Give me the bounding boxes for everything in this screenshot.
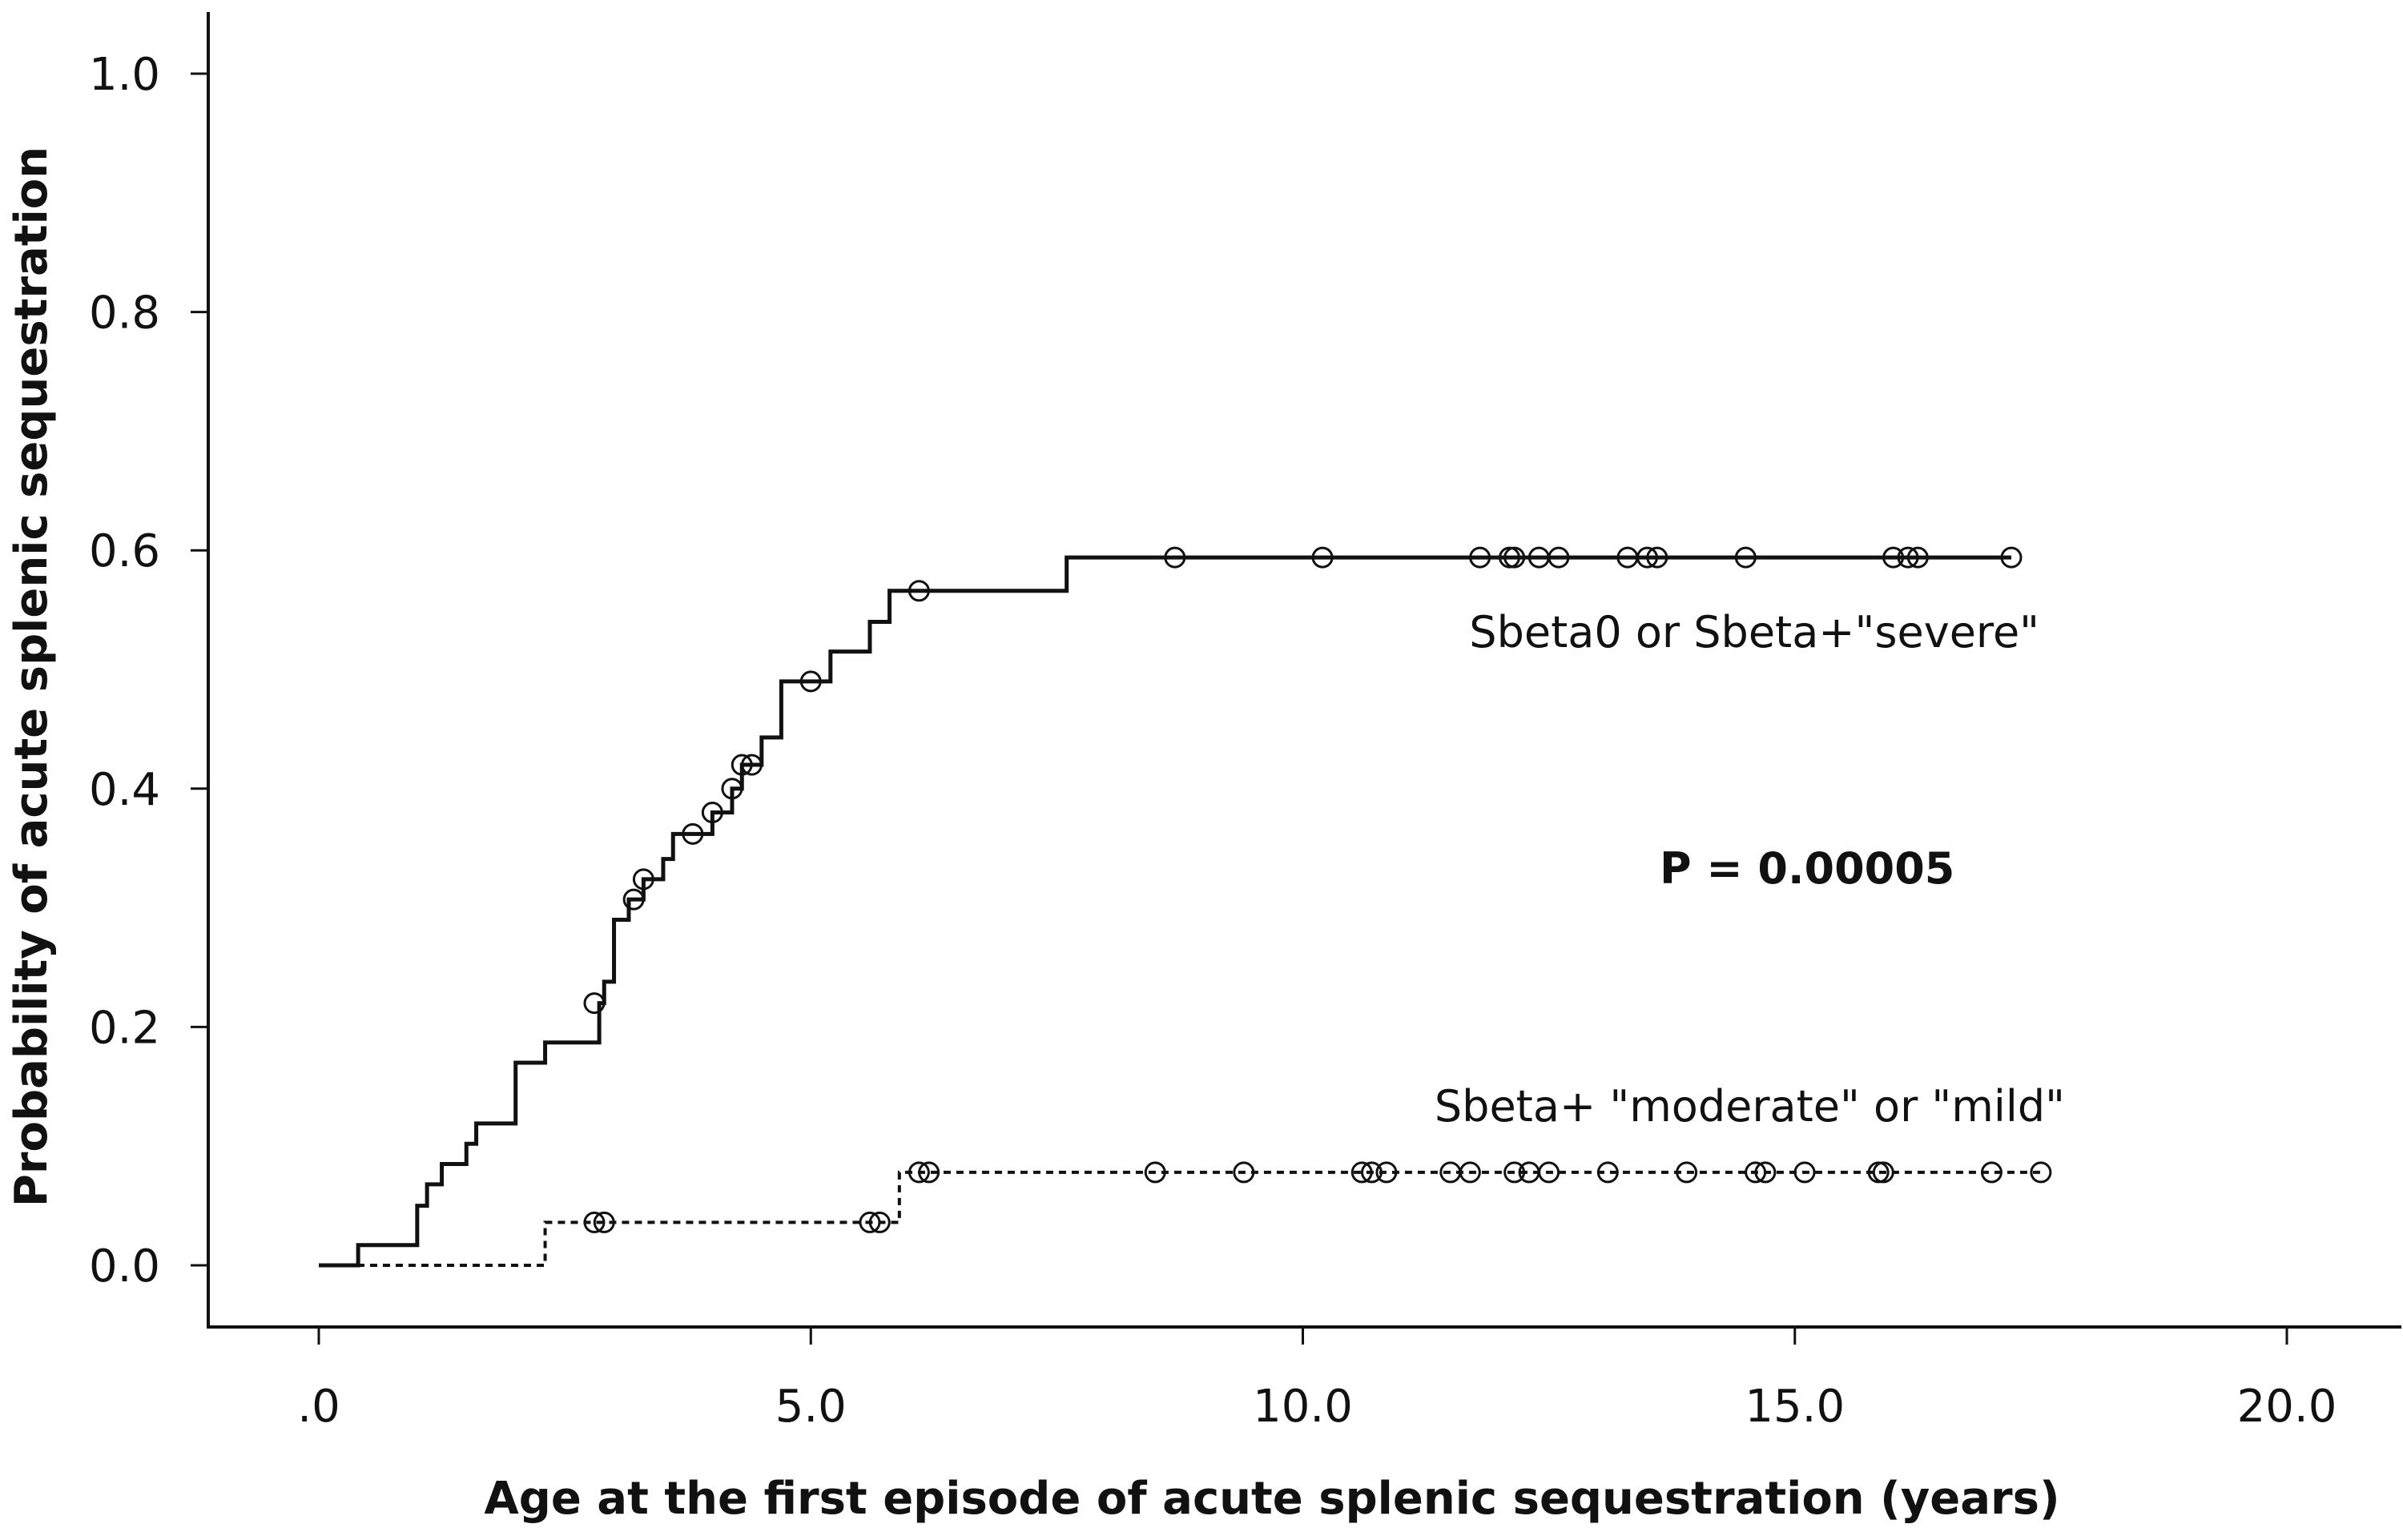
x-tick-label: .0 bbox=[297, 1381, 340, 1433]
censor-mark bbox=[632, 868, 654, 891]
censor-mark bbox=[721, 778, 743, 800]
censor-mark bbox=[1734, 546, 1757, 569]
censor-mark bbox=[622, 888, 645, 911]
censor-mark bbox=[1636, 546, 1658, 569]
censor-mark bbox=[701, 802, 723, 824]
censor-mark bbox=[1144, 1161, 1166, 1184]
y-tick-label: 0.2 bbox=[89, 1002, 160, 1054]
ticks: .0 5.0 10.0 15.0 20.0 0.0 0.2 0.4 0.6 0.8 1.0 bbox=[89, 49, 2337, 1433]
axes bbox=[207, 12, 2401, 1329]
censor-mark bbox=[2030, 1161, 2052, 1184]
censor-mark bbox=[1503, 546, 1526, 569]
censor-mark bbox=[1360, 1161, 1383, 1184]
series-line-mild bbox=[319, 1170, 2041, 1267]
censor-mark bbox=[1503, 1161, 1526, 1184]
censor-mark bbox=[741, 754, 763, 776]
censor-mark bbox=[868, 1211, 891, 1233]
x-tick-label: 15.0 bbox=[1745, 1381, 1845, 1433]
censor-mark bbox=[1897, 546, 1919, 569]
censor-mark bbox=[583, 1211, 606, 1233]
censor-mark bbox=[593, 1211, 615, 1233]
x-tick-label: 5.0 bbox=[775, 1381, 847, 1433]
series-line-severe bbox=[319, 555, 2012, 1268]
censor-mark bbox=[682, 822, 704, 845]
censor-mark bbox=[1350, 1161, 1373, 1184]
censor-mark bbox=[1646, 546, 1668, 569]
y-axis-title: Probability of acute splenic sequestrati… bbox=[6, 147, 58, 1207]
censor-mark bbox=[799, 670, 822, 693]
censor-mark bbox=[1459, 1161, 1481, 1184]
censor-mark bbox=[1676, 1161, 1698, 1184]
x-axis-title: Age at the first episode of acute spleni… bbox=[484, 1473, 2059, 1525]
censor-mark bbox=[1548, 546, 1570, 569]
censor-mark bbox=[2000, 546, 2023, 569]
y-tick-label: 0.0 bbox=[89, 1240, 160, 1293]
x-tick-label: 10.0 bbox=[1253, 1381, 1353, 1433]
x-tick-label: 20.0 bbox=[2237, 1381, 2337, 1433]
censor-mark bbox=[1906, 546, 1929, 569]
censor-mark bbox=[1538, 1161, 1560, 1184]
series-layer bbox=[319, 546, 2052, 1268]
censor-mark bbox=[908, 1161, 930, 1184]
censor-mark bbox=[1311, 546, 1334, 569]
censor-mark bbox=[583, 992, 606, 1015]
series-label-mild: Sbeta+ "moderate" or "mild" bbox=[1435, 1081, 2065, 1132]
censor-mark bbox=[918, 1161, 940, 1184]
p-value-annotation: P = 0.00005 bbox=[1660, 843, 1954, 894]
censor-mark bbox=[1596, 1161, 1619, 1184]
censor-mark bbox=[1754, 1161, 1777, 1184]
censor-mark bbox=[1375, 1161, 1398, 1184]
censor-mark bbox=[1233, 1161, 1255, 1184]
series-label-severe: Sbeta0 or Sbeta+"severe" bbox=[1469, 607, 2039, 657]
censor-mark bbox=[1164, 546, 1186, 569]
censor-mark bbox=[731, 754, 753, 776]
censor-mark bbox=[859, 1211, 881, 1233]
labels-layer: Age at the first episode of acute spleni… bbox=[6, 147, 2065, 1525]
censor-mark bbox=[1980, 1161, 2002, 1184]
censor-mark bbox=[1872, 1161, 1894, 1184]
censor-mark bbox=[1793, 1161, 1816, 1184]
y-tick-label: 0.6 bbox=[89, 525, 160, 577]
y-tick-label: 1.0 bbox=[89, 49, 160, 101]
censor-mark bbox=[1469, 546, 1491, 569]
y-tick-label: 0.8 bbox=[89, 287, 160, 340]
censor-mark bbox=[1882, 546, 1905, 569]
censor-mark bbox=[908, 580, 930, 602]
censor-mark bbox=[1745, 1161, 1767, 1184]
y-tick-label: 0.4 bbox=[89, 764, 160, 816]
